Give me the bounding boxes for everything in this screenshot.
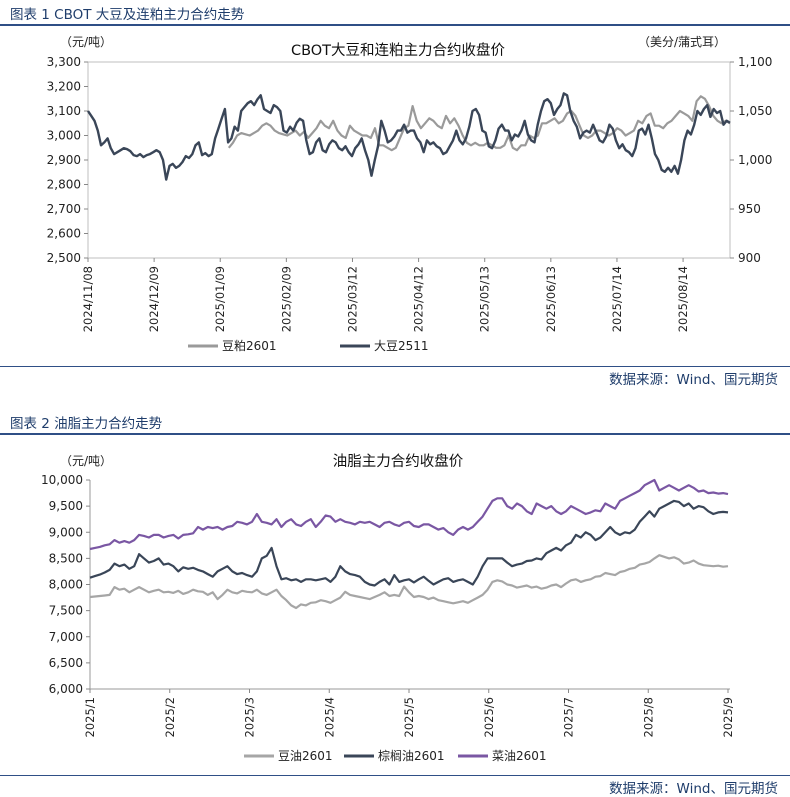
figure1-top-rule xyxy=(0,24,790,26)
chart2-x-tick-label: 2025/4 xyxy=(322,697,336,737)
chart2-y-tick-label: 9,000 xyxy=(49,525,83,539)
chart2-y-tick-label: 7,500 xyxy=(49,604,83,618)
chart1-left-tick-label: 2,800 xyxy=(47,178,81,192)
chart1-left-tick-label: 2,700 xyxy=(47,202,81,216)
chart1-left-unit: （元/吨） xyxy=(60,35,112,49)
chart1-x-tick-label: 2025/04/12 xyxy=(412,266,426,332)
chart2-y-tick-label: 7,000 xyxy=(49,630,83,644)
chart1-left-tick-label: 3,000 xyxy=(47,129,81,143)
chart2-y-tick-label: 6,000 xyxy=(49,682,83,696)
chart1-legend: 豆粕2601 大豆2511 xyxy=(188,338,429,353)
chart2-series-2601 xyxy=(89,554,729,610)
chart1-right-tick-label: 1,100 xyxy=(738,55,772,69)
chart1-right-tick-label: 950 xyxy=(738,202,761,216)
chart2-x-tick-label: 2025/7 xyxy=(562,697,576,737)
chart2-legend-label: 菜油2601 xyxy=(492,749,547,763)
chart1-x-tick-label: 2025/06/13 xyxy=(544,266,558,332)
chart1-right-tick-label: 1,050 xyxy=(738,104,772,118)
chart2-y-tick-label: 9,500 xyxy=(49,499,83,513)
chart1-x-tick-label: 2025/07/14 xyxy=(610,266,624,332)
chart1-left-tick-label: 2,900 xyxy=(47,153,81,167)
figure1-bottom-rule xyxy=(0,366,790,367)
chart1-left-tick-label: 3,200 xyxy=(47,80,81,94)
chart2-y-tick-label: 6,500 xyxy=(49,656,83,670)
chart1-x-tick-label: 2025/02/09 xyxy=(279,266,293,332)
chart1-axes: 2,500 2,600 2,700 2,800 2,900 3,000 3,100 3,200… xyxy=(47,55,773,332)
chart2-x-tick-label: 2025/8 xyxy=(641,697,655,737)
chart1-left-tick-label: 2,600 xyxy=(47,227,81,241)
chart2-x-tick-label: 2025/2 xyxy=(163,697,177,737)
chart2-axes: 6,000 6,500 7,000 7,500 8,000 8,500 9,000 9,500… xyxy=(41,473,735,737)
chart1-series-2511 xyxy=(87,92,731,181)
figure2-top-rule xyxy=(0,433,790,435)
chart2-x-tick-label: 2025/6 xyxy=(482,697,496,737)
chart1-legend-label: 大豆2511 xyxy=(374,339,429,353)
chart1-right-tick-label: 1,000 xyxy=(738,153,772,167)
chart2-x-tick-label: 2025/1 xyxy=(83,697,97,737)
figure1-source: 数据来源：Wind、国元期货 xyxy=(609,372,778,388)
oils-chart: （元/吨） 油脂主力合约收盘价 6,000 6,500 7,000 7,500 8,00… xyxy=(41,452,735,763)
chart1-x-tick-label: 2024/12/09 xyxy=(147,266,161,332)
chart2-legend: 豆油2601 棕榈油2601 菜油2601 xyxy=(244,748,547,763)
chart1-x-tick-label: 2025/08/14 xyxy=(676,266,690,332)
chart2-title: 油脂主力合约收盘价 xyxy=(333,452,464,470)
figure2-source: 数据来源：Wind、国元期货 xyxy=(609,781,778,797)
chart2-y-tick-label: 8,000 xyxy=(49,578,83,592)
chart1-legend-label: 豆粕2601 xyxy=(222,338,277,353)
chart2-y-tick-label: 10,000 xyxy=(41,473,83,487)
chart1-series-2601 xyxy=(227,95,731,152)
figure1-heading: 图表 1 CBOT 大豆及连粕主力合约走势 xyxy=(10,7,245,23)
chart2-x-tick-label: 2025/9 xyxy=(721,697,735,737)
chart1-left-tick-label: 3,300 xyxy=(47,55,81,69)
chart1-right-tick-label: 900 xyxy=(738,251,761,265)
chart1-x-tick-label: 2024/11/08 xyxy=(81,266,95,332)
chart2-x-tick-label: 2025/5 xyxy=(402,697,416,737)
chart2-y-tick-label: 8,500 xyxy=(49,551,83,565)
chart2-legend-label: 棕榈油2601 xyxy=(378,748,445,763)
chart2-unit: （元/吨） xyxy=(60,454,112,468)
chart1-series-lines xyxy=(87,92,731,181)
chart1-x-tick-label: 2025/01/09 xyxy=(213,266,227,332)
figure2-bottom-rule xyxy=(0,775,790,776)
chart1-x-tick-label: 2025/05/13 xyxy=(478,266,492,332)
chart2-series-lines xyxy=(89,478,729,610)
chart1-x-tick-label: 2025/03/12 xyxy=(345,266,359,332)
chart2-x-tick-label: 2025/3 xyxy=(243,697,257,737)
chart2-series-2601 xyxy=(89,499,729,587)
chart2-series-2601 xyxy=(89,478,729,551)
chart1-left-tick-label: 2,500 xyxy=(47,251,81,265)
chart1-left-tick-label: 3,100 xyxy=(47,104,81,118)
figure2-heading: 图表 2 油脂主力合约走势 xyxy=(10,416,163,432)
chart1-title: CBOT大豆和连粕主力合约收盘价 xyxy=(291,41,506,59)
soybean-meal-chart: （元/吨） （美分/蒲式耳） CBOT大豆和连粕主力合约收盘价 2,500 2,6… xyxy=(47,35,773,353)
chart1-right-unit: （美分/蒲式耳） xyxy=(638,35,726,49)
chart2-legend-label: 豆油2601 xyxy=(278,749,333,763)
